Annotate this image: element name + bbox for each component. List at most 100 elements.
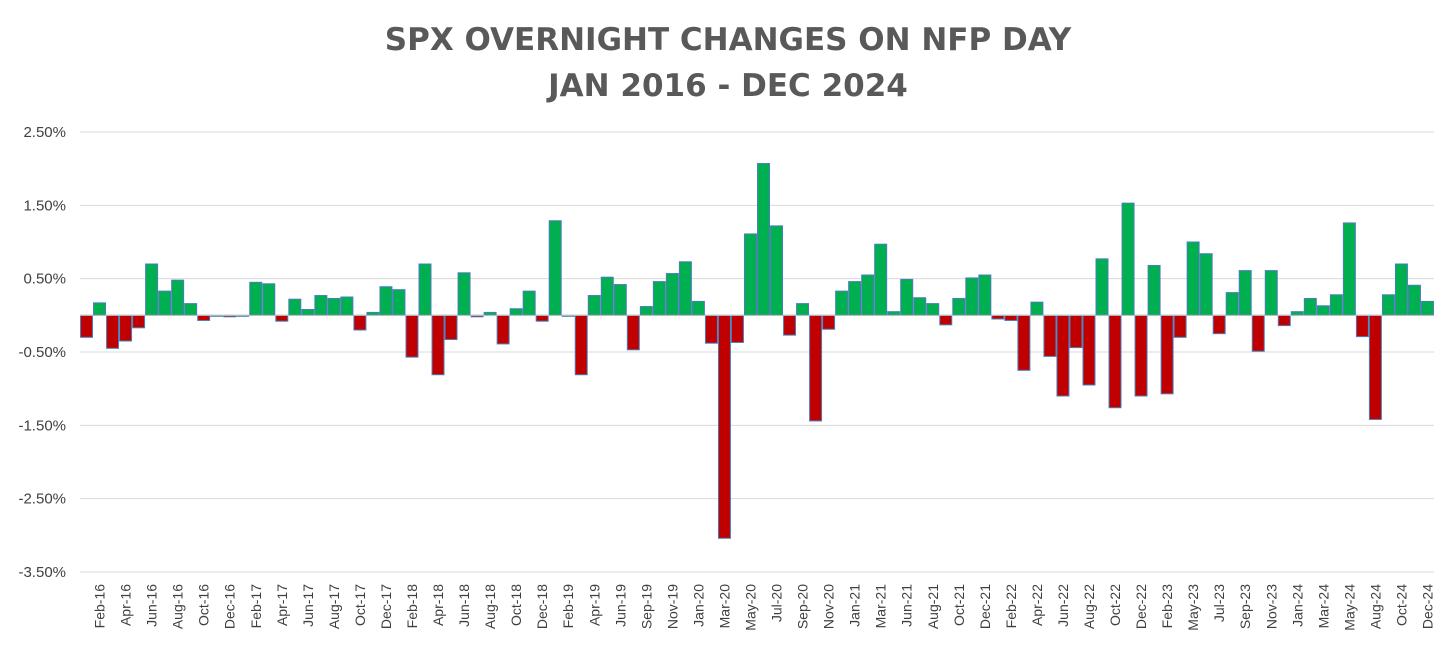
bar — [848, 281, 862, 316]
bar — [106, 314, 120, 349]
bar — [1056, 314, 1070, 397]
bar — [665, 273, 679, 316]
x-tick-label: Jan-21 — [847, 584, 863, 627]
gridlines — [80, 131, 1434, 573]
bar — [171, 279, 185, 316]
bar — [809, 314, 823, 422]
y-tick-label: -1.50% — [18, 417, 66, 434]
bar — [1329, 294, 1343, 316]
x-tick-label: Jun-16 — [144, 584, 160, 627]
y-axis: 2.50% 1.50% 0.50% -0.50% -1.50% -2.50% -3.50% — [18, 124, 66, 581]
bar — [952, 297, 966, 316]
x-tick-label: Dec-18 — [534, 584, 550, 629]
x-tick-label: Jan-24 — [1289, 584, 1305, 627]
x-tick-label: Sep-20 — [795, 584, 811, 629]
bar — [639, 306, 653, 316]
bar — [1277, 314, 1291, 327]
bar — [1368, 314, 1382, 420]
bar — [835, 290, 849, 316]
bar — [757, 163, 770, 316]
bar — [574, 314, 588, 376]
y-tick-label: 0.50% — [23, 271, 66, 288]
bar — [418, 263, 432, 316]
x-tick-label: May-23 — [1185, 584, 1201, 631]
bar — [730, 314, 744, 343]
x-tick-label: Jun-22 — [1055, 584, 1071, 627]
bars — [80, 163, 1434, 539]
bar — [887, 311, 901, 316]
bar — [587, 295, 601, 316]
bar — [158, 290, 172, 316]
x-tick-label: Jan-20 — [690, 584, 706, 627]
bar — [1303, 297, 1317, 316]
bar — [392, 289, 406, 316]
x-tick-label: Oct-24 — [1393, 584, 1409, 626]
bar — [1095, 258, 1109, 316]
bar — [1160, 314, 1174, 395]
x-tick-label: Jun-18 — [456, 584, 472, 627]
bar — [796, 303, 810, 316]
bar — [1238, 270, 1252, 316]
x-tick-label: May-24 — [1341, 584, 1357, 631]
x-tick-label: Mar-24 — [1315, 584, 1331, 629]
chart-title-line-2: JAN 2016 - DEC 2024 — [546, 68, 908, 104]
x-tick-label: Apr-18 — [430, 584, 446, 626]
x-tick-label: Feb-23 — [1159, 584, 1175, 629]
bar — [301, 308, 315, 316]
bar — [1421, 300, 1434, 316]
bar — [1355, 314, 1369, 338]
bar — [1043, 314, 1057, 357]
bar — [431, 314, 445, 376]
bar — [340, 296, 354, 316]
bar — [861, 274, 875, 316]
bar — [353, 314, 367, 331]
bar — [1030, 301, 1044, 316]
x-tick-label: Oct-18 — [508, 584, 524, 626]
x-tick-label: Feb-18 — [404, 584, 420, 629]
bar — [874, 243, 888, 316]
bar — [1069, 314, 1083, 349]
bar — [496, 314, 510, 345]
x-tick-label: Dec-17 — [378, 584, 394, 629]
bar — [704, 314, 718, 344]
chart-title-line-1: SPX OVERNIGHT CHANGES ON NFP DAY — [385, 22, 1072, 58]
bar — [1108, 314, 1122, 409]
x-tick-label: Apr-22 — [1029, 584, 1045, 626]
bar — [1316, 305, 1330, 316]
y-tick-label: 2.50% — [23, 124, 66, 141]
bar — [1199, 253, 1213, 316]
x-tick-label: Jun-21 — [899, 584, 915, 627]
bar — [93, 302, 107, 316]
x-tick-label: Apr-17 — [274, 584, 290, 626]
x-tick-label: Aug-17 — [326, 584, 342, 629]
x-tick-label: Aug-22 — [1081, 584, 1097, 629]
bar — [1121, 202, 1135, 316]
x-tick-label: Dec-16 — [222, 584, 238, 629]
x-tick-label: Aug-21 — [925, 584, 941, 629]
bar — [744, 233, 757, 316]
x-tick-label: Oct-17 — [352, 584, 368, 626]
x-tick-label: Oct-16 — [196, 584, 212, 626]
x-tick-label: Oct-22 — [1107, 584, 1123, 626]
x-tick-label: Aug-16 — [170, 584, 186, 629]
bar — [913, 297, 927, 316]
x-tick-label: Apr-19 — [586, 584, 602, 626]
y-tick-label: -3.50% — [18, 564, 66, 581]
bar — [1381, 294, 1395, 316]
bar — [444, 314, 458, 341]
x-tick-label: Dec-22 — [1133, 584, 1149, 629]
bar — [939, 314, 953, 326]
bar — [184, 303, 198, 316]
bar — [522, 290, 536, 316]
bar — [509, 308, 523, 316]
x-tick-label: Feb-22 — [1003, 584, 1019, 629]
x-tick-label: Mar-20 — [716, 584, 732, 629]
bar — [535, 314, 549, 322]
bar — [978, 274, 992, 316]
x-tick-label: Oct-21 — [951, 584, 967, 626]
bar — [822, 314, 836, 330]
bar — [1004, 314, 1018, 321]
bar — [691, 300, 705, 316]
bar — [1082, 314, 1096, 386]
